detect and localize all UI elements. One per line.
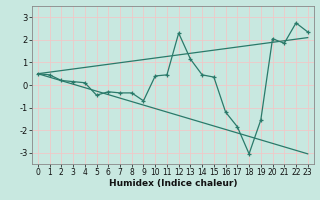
X-axis label: Humidex (Indice chaleur): Humidex (Indice chaleur) [108,179,237,188]
